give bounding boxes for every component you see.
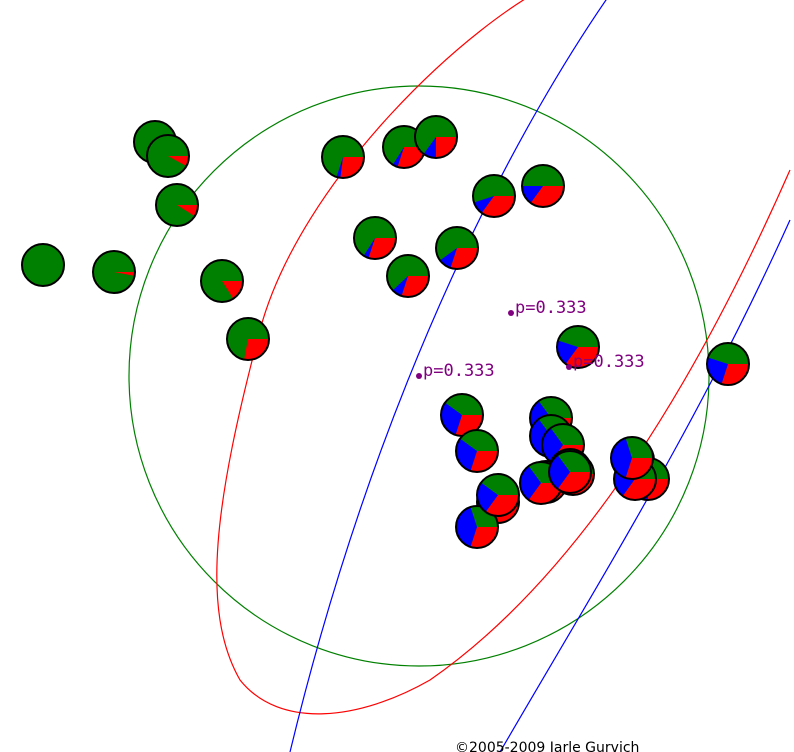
glyph-outline — [92, 250, 136, 294]
glyph-blue-share — [477, 482, 498, 512]
data-point-glyph — [476, 473, 520, 517]
data-point-glyph — [521, 164, 565, 208]
glyph-blue-share — [549, 455, 570, 489]
glyph-red-share — [450, 248, 478, 269]
data-point-glyph — [226, 317, 270, 361]
glyph-blue-share — [363, 238, 375, 258]
glyph-red-share — [455, 415, 483, 437]
component-means: p=0.333 p=0.333 p=0.333 — [416, 298, 645, 381]
data-point-glyph — [455, 505, 499, 549]
glyph-outline — [455, 505, 499, 549]
glyph-outline — [610, 436, 654, 480]
glyph-outline — [706, 342, 750, 386]
data-point-glyph — [455, 429, 499, 473]
glyph-outline — [556, 325, 600, 369]
data-point-glyph — [472, 174, 516, 218]
glyph-blue-share — [474, 196, 494, 213]
glyph-blue-share — [610, 438, 632, 478]
glyph-blue-share — [542, 428, 563, 462]
glyph-red-share — [401, 276, 429, 298]
glyph-outline — [548, 450, 592, 494]
red-mean-label: p=0.333 — [423, 361, 495, 381]
mean-marker-red: p=0.333 — [416, 361, 495, 381]
glyph-blue-share — [392, 276, 408, 296]
glyph-red-share — [397, 147, 425, 168]
data-point-glyph — [435, 226, 479, 270]
glyph-outline — [21, 243, 65, 287]
green-component-contour — [128, 85, 710, 667]
glyph-red-share — [721, 364, 749, 386]
glyph-outline — [414, 115, 458, 159]
glyph-blue-share — [441, 402, 462, 435]
glyph-red-share — [368, 238, 396, 259]
glyph-red-share — [168, 156, 189, 167]
glyph-outline — [386, 254, 430, 298]
glyph-outline — [476, 473, 520, 517]
glyph-blue-share — [423, 137, 436, 158]
blue-mean-label: p=0.333 — [573, 352, 645, 372]
data-point-glyph — [414, 115, 458, 159]
glyph-red-share — [436, 137, 457, 158]
glyph-red-share — [470, 527, 498, 548]
red-component-contour — [216, 0, 791, 715]
glyph-red-share — [340, 157, 364, 178]
blue-component-contour-left — [289, 0, 607, 752]
data-point-glyph — [146, 134, 190, 178]
data-point-glyph — [92, 250, 136, 294]
glyph-green-share — [22, 244, 64, 286]
glyph-red-share — [470, 451, 498, 472]
glyph-blue-share — [557, 340, 578, 364]
data-point-glyph — [440, 393, 484, 437]
data-point-glyph — [610, 436, 654, 480]
glyph-red-share — [244, 339, 269, 360]
data-point-glyph — [353, 216, 397, 260]
data-point-glyph — [321, 135, 365, 179]
copyright-text: ©2005-2009 Jarle Gurvich — [455, 740, 639, 752]
data-point-glyph — [556, 325, 600, 369]
glyph-red-share — [625, 458, 653, 479]
data-point-glyph — [155, 183, 199, 227]
glyph-outline — [200, 259, 244, 303]
glyph-blue-share — [440, 248, 457, 268]
glyph-outline — [435, 226, 479, 270]
glyph-outline — [455, 429, 499, 473]
data-points — [21, 115, 750, 549]
glyph-blue-share — [392, 147, 404, 167]
glyph-red-share — [177, 205, 198, 217]
data-point-glyph — [386, 254, 430, 298]
glyph-outline — [226, 317, 270, 361]
mean-marker-green: p=0.333 — [508, 298, 587, 318]
glyph-outline — [353, 216, 397, 260]
glyph-outline — [155, 183, 199, 227]
glyph-blue-share — [456, 507, 477, 547]
data-point-glyph — [200, 259, 244, 303]
data-point-glyph — [21, 243, 65, 287]
glyph-outline — [472, 174, 516, 218]
glyph-outline — [321, 135, 365, 179]
green-mean-label: p=0.333 — [515, 298, 587, 318]
glyph-red-share — [114, 272, 135, 276]
glyph-blue-share — [456, 438, 477, 471]
glyph-blue-share — [336, 157, 343, 178]
glyph-outline — [521, 164, 565, 208]
data-point-glyph — [548, 450, 592, 494]
data-point-glyph — [706, 342, 750, 386]
glyph-blue-share — [520, 466, 541, 500]
mean-marker-blue: p=0.333 — [566, 352, 645, 372]
glyph-outline — [146, 134, 190, 178]
